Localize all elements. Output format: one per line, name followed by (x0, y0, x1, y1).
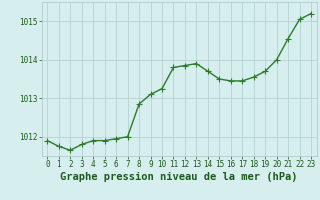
X-axis label: Graphe pression niveau de la mer (hPa): Graphe pression niveau de la mer (hPa) (60, 172, 298, 182)
